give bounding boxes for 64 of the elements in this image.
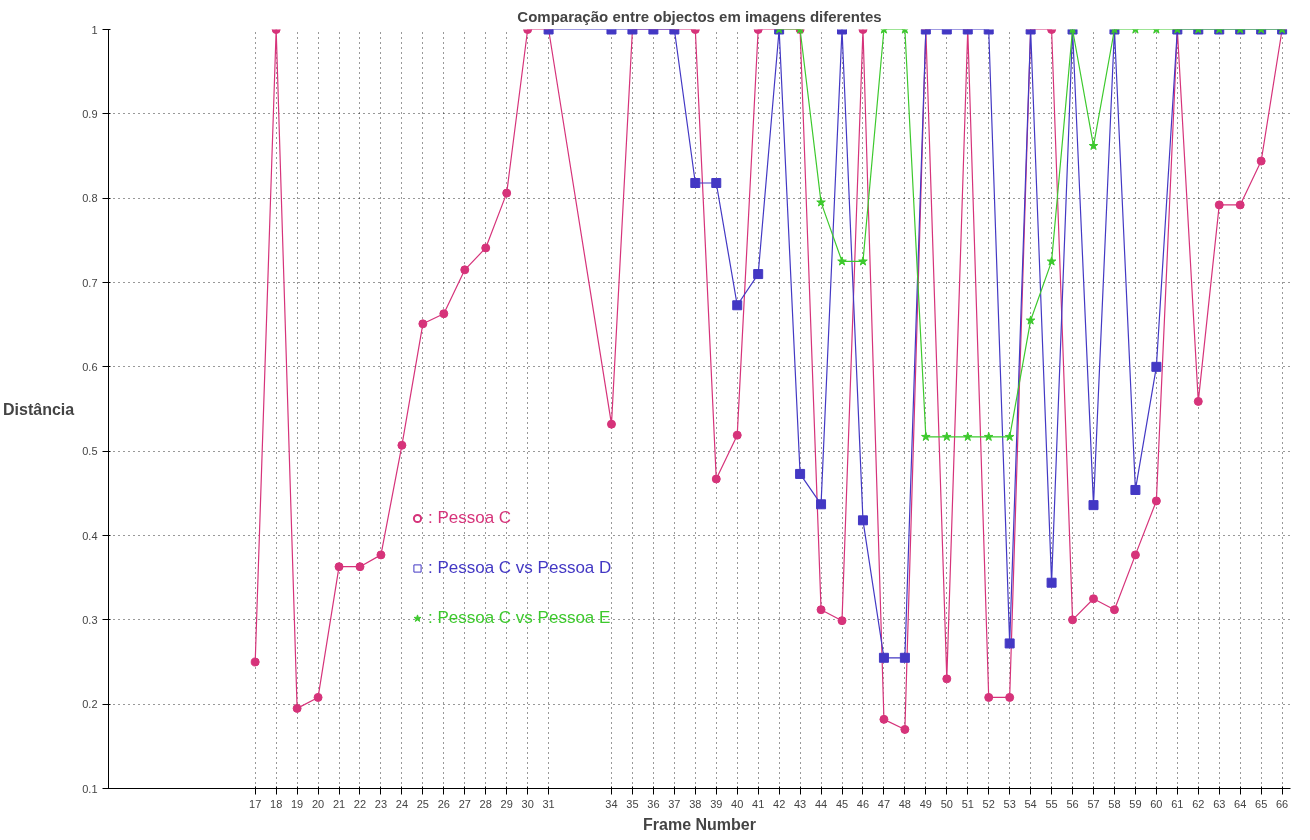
y-tick-label: 0.5 (82, 445, 98, 458)
x-tick-label: 54 (1024, 797, 1037, 810)
x-tick-label: 50 (940, 797, 953, 810)
y-tick-label: 1 (91, 23, 98, 36)
x-tick-label: 62 (1192, 797, 1205, 810)
x-tick-label: 51 (961, 797, 974, 810)
x-tick-label: 58 (1108, 797, 1121, 810)
x-tick-label: 24 (395, 797, 409, 810)
x-tick-label: 21 (332, 797, 346, 810)
x-tick-label: 26 (437, 797, 450, 810)
chart-title: Comparação entre objectos em imagens diferentes (517, 7, 882, 25)
x-tick-label: 60 (1150, 797, 1163, 810)
y-tick-label: 0.2 (82, 698, 98, 711)
x-tick-label: 59 (1129, 797, 1142, 810)
x-tick-label: 17 (249, 797, 262, 810)
x-tick-label: 57 (1087, 797, 1100, 810)
y-tick-label: 0.1 (82, 782, 98, 795)
y-tick-label: 0.8 (82, 192, 98, 205)
y-tick-label: 0.4 (82, 529, 98, 542)
y-tick-label: 0.3 (82, 613, 98, 626)
y-tick-label: 0.9 (82, 107, 98, 120)
x-tick-label: 52 (982, 797, 995, 810)
x-tick-label: 25 (416, 797, 429, 810)
x-tick-label: 43 (793, 797, 807, 810)
x-tick-label: 27 (458, 797, 471, 810)
x-tick-label: 18 (270, 797, 283, 810)
x-tick-label: 46 (856, 797, 870, 810)
x-tick-label: 39 (710, 797, 723, 810)
x-tick-label: 64 (1234, 797, 1247, 810)
legend-label: : Pessoa C vs Pessoa E (428, 608, 611, 628)
x-tick-label: 22 (353, 797, 367, 810)
x-tick-label: 37 (668, 797, 681, 810)
x-tick-label: 53 (1003, 797, 1016, 810)
x-tick-label: 35 (626, 797, 639, 810)
x-tick-label: 47 (877, 797, 891, 810)
x-tick-label: 56 (1066, 797, 1079, 810)
x-tick-label: 65 (1255, 797, 1268, 810)
x-tick-label: 30 (521, 797, 534, 810)
y-tick-label: 0.6 (82, 360, 98, 373)
legend-label: : Pessoa C (428, 508, 512, 528)
x-tick-label: 19 (291, 797, 304, 810)
x-tick-label: 55 (1045, 797, 1058, 810)
x-tick-label: 28 (479, 797, 492, 810)
x-tick-label: 38 (689, 797, 702, 810)
x-tick-label: 66 (1276, 797, 1289, 810)
x-tick-label: 34 (605, 797, 618, 810)
y-tick-label: 0.7 (82, 276, 98, 289)
x-tick-label: 61 (1171, 797, 1184, 810)
x-tick-label: 45 (835, 797, 849, 810)
x-tick-label: 41 (752, 797, 765, 810)
x-tick-label: 48 (898, 797, 912, 810)
x-tick-label: 31 (542, 797, 555, 810)
x-tick-label: 23 (374, 797, 388, 810)
x-tick-label: 49 (919, 797, 932, 810)
x-tick-label: 20 (311, 797, 325, 810)
x-axis-title: Frame Number (643, 815, 756, 833)
x-tick-label: 40 (731, 797, 744, 810)
x-tick-label: 29 (500, 797, 513, 810)
x-tick-label: 36 (647, 797, 660, 810)
x-tick-label: 44 (814, 797, 828, 810)
y-axis-title: Distância (3, 400, 75, 418)
x-tick-label: 42 (773, 797, 786, 810)
legend-label: : Pessoa C vs Pessoa D (428, 558, 612, 578)
x-tick-label: 63 (1213, 797, 1226, 810)
